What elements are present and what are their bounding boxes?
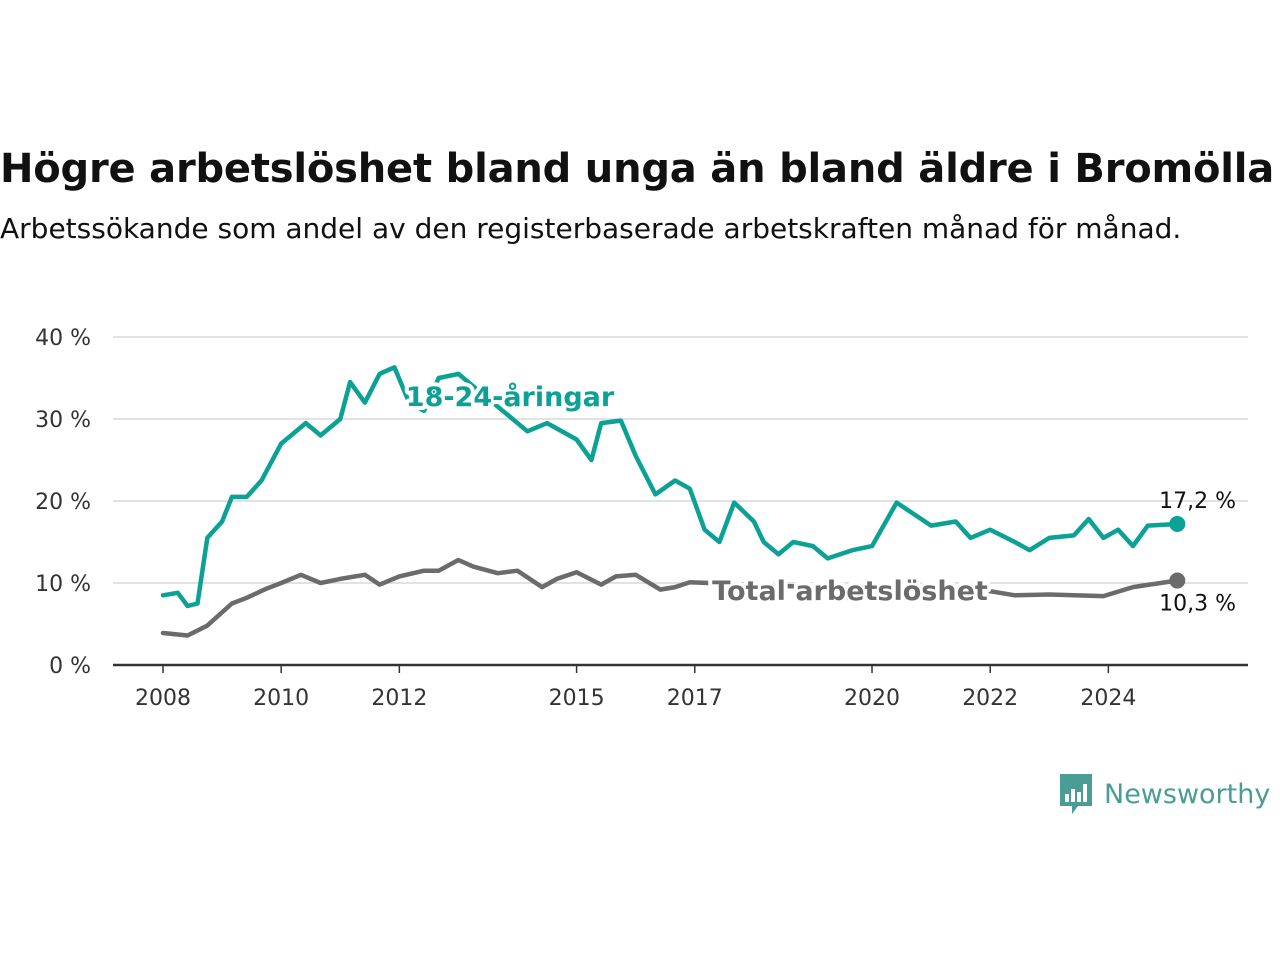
x-tick-label: 2008 [135, 686, 191, 711]
series-line [160, 557, 1180, 638]
gridlines [113, 336, 1248, 584]
y-tick-label: 30 % [35, 408, 91, 433]
y-tick-label: 0 % [49, 654, 91, 679]
series-name-label: 18-24-åringar [406, 381, 615, 413]
series-end-label: 10,3 % [1159, 592, 1236, 617]
brand-name: Newsworthy [1104, 778, 1271, 810]
series-end-marker [1169, 515, 1186, 532]
x-tick-label: 2024 [1080, 686, 1136, 711]
y-tick-label: 40 % [35, 326, 91, 351]
x-tick-label: 2010 [253, 686, 309, 711]
series-line [160, 365, 1180, 609]
series-labels: 17,2 % 10,3 % 18-24-åringar Total arbetslös… [402, 377, 1236, 617]
y-axis-labels: 0 % 10 % 20 % 30 % 40 % [35, 326, 91, 679]
x-tick-label: 2022 [962, 686, 1018, 711]
y-tick-label: 10 % [35, 572, 91, 597]
y-tick-label: 20 % [35, 490, 91, 515]
bar-chart-bubble-icon [1060, 774, 1092, 814]
series-end-marker [1169, 572, 1186, 589]
x-tick-label: 2020 [844, 686, 900, 711]
series-lines [160, 365, 1186, 638]
series-end-label: 17,2 % [1159, 489, 1236, 514]
chart-subtitle: Arbetssökande som andel av den registerb… [0, 212, 1182, 245]
newsworthy-logo: Newsworthy [1058, 772, 1270, 816]
chart-title: Högre arbetslöshet bland unga än bland ä… [0, 146, 1275, 192]
x-axis: 2008 2010 2012 2015 2017 2020 2022 2024 [113, 663, 1248, 711]
x-tick-label: 2012 [371, 686, 427, 711]
series-name-label: Total arbetslöshet [712, 576, 988, 607]
x-tick-label: 2017 [667, 686, 723, 711]
x-tick-label: 2015 [549, 686, 605, 711]
